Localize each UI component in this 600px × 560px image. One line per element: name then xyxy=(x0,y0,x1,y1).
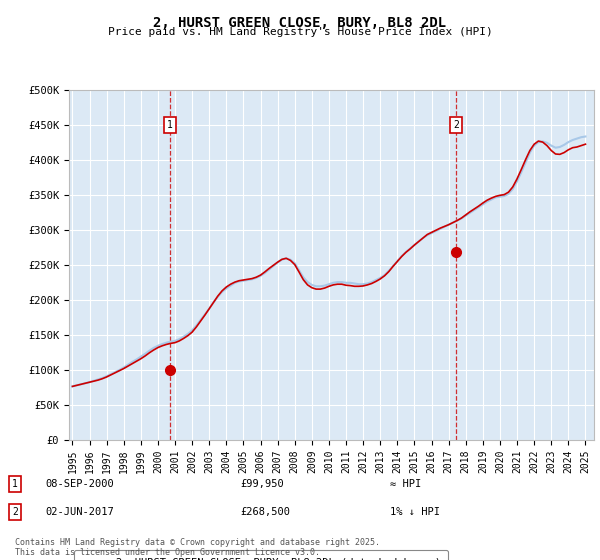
Text: £268,500: £268,500 xyxy=(240,507,290,517)
Text: Price paid vs. HM Land Registry's House Price Index (HPI): Price paid vs. HM Land Registry's House … xyxy=(107,27,493,37)
Text: 2, HURST GREEN CLOSE, BURY, BL8 2DL: 2, HURST GREEN CLOSE, BURY, BL8 2DL xyxy=(154,16,446,30)
Text: ≈ HPI: ≈ HPI xyxy=(390,479,421,489)
Text: Contains HM Land Registry data © Crown copyright and database right 2025.
This d: Contains HM Land Registry data © Crown c… xyxy=(15,538,380,557)
Text: 1: 1 xyxy=(12,479,18,489)
Text: 2: 2 xyxy=(12,507,18,517)
Text: 1% ↓ HPI: 1% ↓ HPI xyxy=(390,507,440,517)
Legend: 2, HURST GREEN CLOSE, BURY, BL8 2DL (detached house), HPI: Average price, detach: 2, HURST GREEN CLOSE, BURY, BL8 2DL (det… xyxy=(74,550,448,560)
Text: 08-SEP-2000: 08-SEP-2000 xyxy=(45,479,114,489)
Text: 2: 2 xyxy=(453,120,459,129)
Text: £99,950: £99,950 xyxy=(240,479,284,489)
Text: 02-JUN-2017: 02-JUN-2017 xyxy=(45,507,114,517)
Text: 1: 1 xyxy=(167,120,173,129)
